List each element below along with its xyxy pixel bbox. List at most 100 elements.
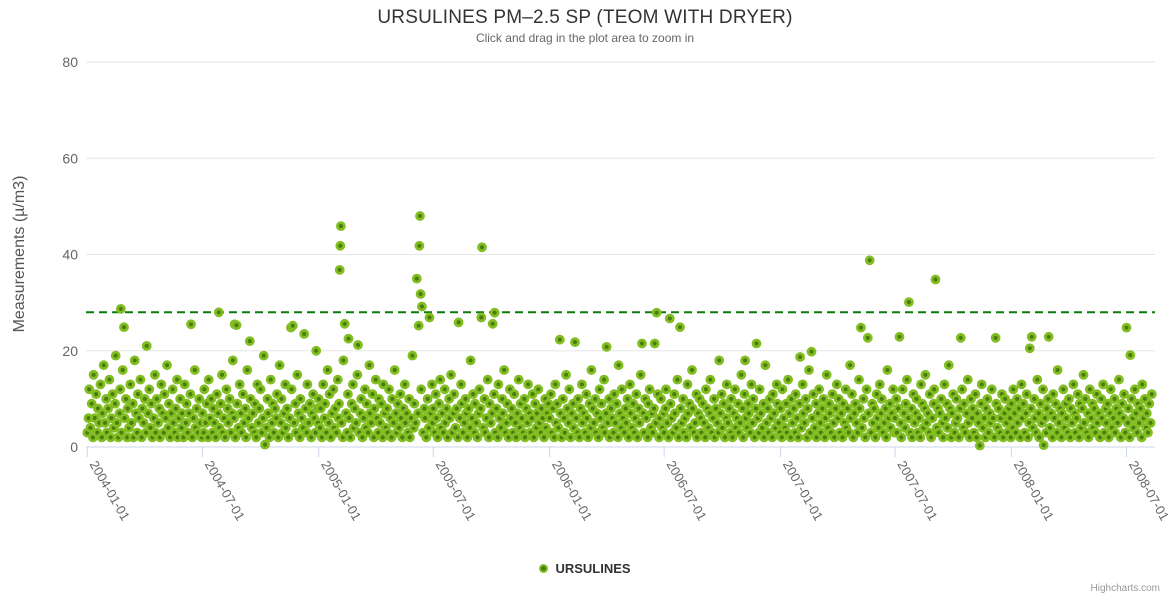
data-point[interactable] bbox=[927, 413, 938, 424]
data-point[interactable] bbox=[197, 408, 208, 419]
data-point[interactable] bbox=[1008, 384, 1019, 395]
data-point[interactable] bbox=[881, 432, 892, 443]
data-point[interactable] bbox=[705, 374, 716, 385]
data-point[interactable] bbox=[1112, 417, 1123, 428]
data-point[interactable] bbox=[790, 389, 801, 400]
data-point[interactable] bbox=[717, 422, 728, 433]
data-point[interactable] bbox=[611, 398, 622, 409]
data-point[interactable] bbox=[935, 408, 945, 419]
data-point[interactable] bbox=[1040, 413, 1050, 424]
data-point[interactable] bbox=[530, 398, 540, 409]
data-point[interactable] bbox=[382, 403, 393, 414]
data-point[interactable] bbox=[561, 369, 571, 380]
data-point[interactable] bbox=[760, 360, 771, 371]
data-point[interactable] bbox=[800, 393, 811, 404]
data-point[interactable] bbox=[911, 393, 922, 404]
data-point[interactable] bbox=[414, 240, 425, 251]
data-point[interactable] bbox=[988, 413, 998, 424]
data-point[interactable] bbox=[210, 432, 221, 443]
data-point[interactable] bbox=[938, 432, 948, 443]
data-point[interactable] bbox=[449, 389, 460, 400]
data-point[interactable] bbox=[669, 389, 680, 400]
data-point[interactable] bbox=[119, 322, 129, 333]
data-point[interactable] bbox=[407, 350, 418, 361]
data-point[interactable] bbox=[1126, 393, 1137, 404]
data-point[interactable] bbox=[594, 384, 605, 395]
data-point[interactable] bbox=[775, 403, 786, 414]
data-point[interactable] bbox=[400, 417, 411, 428]
data-point[interactable] bbox=[1024, 343, 1035, 354]
data-point[interactable] bbox=[1110, 427, 1120, 438]
data-point[interactable] bbox=[821, 369, 832, 380]
data-point[interactable] bbox=[903, 413, 914, 424]
data-point[interactable] bbox=[135, 374, 146, 385]
data-point[interactable] bbox=[570, 337, 580, 348]
data-point[interactable] bbox=[388, 417, 399, 428]
data-point[interactable] bbox=[513, 374, 524, 385]
data-point[interactable] bbox=[110, 350, 121, 361]
data-point[interactable] bbox=[885, 398, 895, 409]
data-point[interactable] bbox=[926, 432, 936, 443]
data-point[interactable] bbox=[854, 374, 864, 385]
data-point[interactable] bbox=[637, 338, 647, 349]
data-point[interactable] bbox=[915, 432, 926, 443]
data-point[interactable] bbox=[763, 403, 773, 414]
data-point[interactable] bbox=[119, 413, 130, 424]
data-point[interactable] bbox=[613, 360, 624, 371]
data-point[interactable] bbox=[748, 393, 759, 404]
data-point[interactable] bbox=[647, 427, 658, 438]
data-point[interactable] bbox=[797, 379, 808, 390]
data-point[interactable] bbox=[376, 398, 387, 409]
data-point[interactable] bbox=[641, 413, 652, 424]
data-point[interactable] bbox=[237, 389, 248, 400]
legend-item-ursulines[interactable]: URSULINES bbox=[539, 561, 631, 576]
data-point[interactable] bbox=[740, 355, 750, 366]
data-point[interactable] bbox=[860, 432, 871, 443]
data-point[interactable] bbox=[1038, 384, 1048, 395]
data-point[interactable] bbox=[1052, 365, 1063, 375]
data-point[interactable] bbox=[499, 365, 510, 375]
data-point[interactable] bbox=[1103, 432, 1114, 443]
data-point[interactable] bbox=[430, 389, 441, 400]
data-point[interactable] bbox=[549, 432, 559, 443]
data-point[interactable] bbox=[335, 240, 346, 251]
data-point[interactable] bbox=[943, 360, 954, 371]
data-point[interactable] bbox=[213, 408, 224, 419]
data-point[interactable] bbox=[491, 403, 502, 414]
data-point[interactable] bbox=[280, 379, 291, 390]
data-point[interactable] bbox=[809, 422, 820, 433]
data-point[interactable] bbox=[571, 413, 582, 424]
data-point[interactable] bbox=[721, 379, 732, 390]
data-point[interactable] bbox=[625, 379, 635, 390]
data-point[interactable] bbox=[162, 360, 172, 371]
data-point[interactable] bbox=[244, 336, 255, 347]
data-point[interactable] bbox=[827, 389, 838, 400]
data-point[interactable] bbox=[1074, 432, 1084, 443]
data-point[interactable] bbox=[893, 403, 904, 414]
data-point[interactable] bbox=[675, 322, 685, 333]
data-point[interactable] bbox=[375, 417, 386, 428]
data-point[interactable] bbox=[91, 389, 101, 400]
data-point[interactable] bbox=[554, 334, 565, 345]
data-point[interactable] bbox=[574, 432, 585, 443]
data-point[interactable] bbox=[1141, 408, 1152, 419]
data-point[interactable] bbox=[942, 422, 953, 433]
data-point[interactable] bbox=[1033, 408, 1044, 419]
data-point[interactable] bbox=[1135, 403, 1146, 414]
data-point[interactable] bbox=[1068, 379, 1079, 390]
data-point[interactable] bbox=[817, 403, 828, 414]
data-point[interactable] bbox=[1083, 432, 1094, 443]
data-point[interactable] bbox=[715, 408, 726, 419]
data-point[interactable] bbox=[644, 384, 655, 395]
data-point[interactable] bbox=[582, 413, 592, 424]
data-point[interactable] bbox=[874, 379, 885, 390]
data-point[interactable] bbox=[343, 333, 354, 344]
data-point[interactable] bbox=[990, 332, 1001, 343]
data-point[interactable] bbox=[282, 403, 293, 414]
data-point[interactable] bbox=[1018, 398, 1029, 409]
data-point[interactable] bbox=[891, 393, 902, 404]
data-point[interactable] bbox=[701, 384, 711, 395]
data-point[interactable] bbox=[631, 389, 642, 400]
data-point[interactable] bbox=[836, 408, 847, 419]
data-point[interactable] bbox=[203, 374, 214, 385]
